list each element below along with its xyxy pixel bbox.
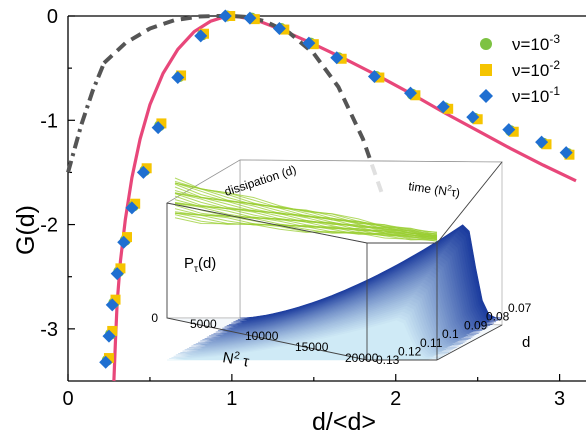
marker-diamond (171, 71, 185, 85)
marker-square (107, 325, 118, 336)
marker-diamond (218, 9, 232, 23)
legend-marker-circle (480, 38, 492, 50)
marker-diamond (302, 36, 316, 50)
trace-line (174, 202, 438, 241)
marker-diamond (105, 298, 119, 312)
curve-dashed (102, 14, 385, 197)
marker-square (103, 353, 114, 364)
legend: ν=10-3 ν=10-2 ν=10-1 (479, 32, 560, 106)
y-tick-label: 0 (47, 6, 58, 28)
x-axis-ticks: 0 1 2 3 (62, 374, 565, 410)
inset-d-tick-label: 0.1 (442, 327, 459, 341)
inset-x-ticks: 5000 10000 15000 20000 (190, 317, 379, 365)
marker-square (121, 232, 132, 243)
inset-x-tick-label: 10000 (245, 329, 279, 343)
data-markers (99, 9, 575, 369)
curve-dash-dot (66, 62, 106, 173)
legend-label-2: ν=10-2 (512, 58, 560, 80)
marker-diamond (99, 355, 113, 369)
inset-d-tick-label: 0.12 (398, 345, 422, 359)
marker-square (141, 163, 152, 174)
inset-d-ticks: 0.070.080.09 0.10.110.120.13 (376, 301, 532, 367)
x-tick-label: 0 (62, 388, 73, 410)
trace-line (174, 182, 438, 238)
y-axis-label: G(d) (12, 205, 40, 255)
inset-z-tick-0: 0 (151, 311, 158, 325)
surface-slice (166, 320, 438, 361)
inset-x-tick-label: 5000 (190, 317, 217, 331)
trace-line (174, 182, 438, 237)
inset-green-traces (174, 177, 438, 242)
main-plot-frame (67, 15, 586, 382)
marker-square (156, 118, 167, 129)
marker-square (110, 294, 121, 305)
marker-square (541, 139, 552, 150)
marker-square (410, 90, 421, 101)
x-axis-label: d/<d> (312, 408, 376, 436)
inset-x-tick-label: 15000 (295, 340, 329, 354)
marker-diamond (243, 11, 257, 25)
inset-d-tick-label: 0.08 (486, 310, 510, 324)
marker-square (443, 103, 454, 114)
inset-top-label-time: time (N2τ) (408, 178, 461, 200)
marker-diamond (559, 146, 573, 160)
x-tick-label: 3 (554, 388, 565, 410)
inset-x-tick-label: 20000 (345, 351, 379, 365)
marker-diamond (502, 123, 516, 137)
marker-diamond (403, 86, 417, 100)
marker-square (472, 114, 483, 125)
inset-d-tick-label: 0.11 (420, 336, 443, 350)
marker-diamond (151, 121, 165, 135)
marker-diamond (102, 329, 116, 343)
legend-marker-square (480, 64, 492, 76)
legend-label-1: ν=10-3 (512, 32, 560, 54)
inset-z-label: Pτ(d) (184, 255, 216, 275)
legend-marker-diamond (479, 89, 493, 103)
inset-box-edges (166, 161, 503, 361)
inset-d-label: d (522, 334, 530, 351)
trace-line (174, 217, 438, 240)
inset-d-tick-label: 0.13 (376, 353, 400, 367)
inset-x-label: N2 τ (221, 348, 250, 370)
trace-line (174, 212, 438, 242)
x-tick-label: 2 (390, 388, 401, 410)
marker-diamond (117, 235, 131, 249)
trace-line (174, 202, 438, 240)
legend-label-3: ν=10-1 (512, 84, 560, 106)
marker-square (115, 263, 126, 274)
marker-diamond (125, 201, 139, 215)
inset-d-tick-label: 0.07 (508, 301, 532, 315)
marker-diamond (535, 135, 549, 149)
marker-diamond (110, 267, 124, 281)
marker-diamond (194, 29, 208, 43)
marker-diamond (436, 100, 450, 114)
marker-diamond (466, 110, 480, 124)
y-axis-ticks: 0 -1 -2 -3 (40, 6, 75, 341)
y-tick-label: -1 (40, 110, 58, 132)
x-tick-label: 1 (226, 388, 237, 410)
marker-square (130, 198, 141, 209)
trace-line (174, 192, 438, 239)
inset-d-tick-label: 0.09 (464, 318, 488, 332)
marker-diamond (136, 165, 150, 179)
y-tick-label: -2 (40, 215, 58, 237)
trace-line (174, 212, 438, 242)
marker-diamond (272, 22, 286, 36)
y-tick-label: -3 (40, 319, 58, 341)
inset-blue-surface (166, 224, 503, 361)
marker-diamond (330, 51, 344, 65)
inset-3d-plot: dissipation (d) time (N2τ) Pτ(d) 0 N2 τ … (151, 159, 532, 371)
marker-square (508, 126, 519, 137)
marker-diamond (367, 69, 381, 83)
